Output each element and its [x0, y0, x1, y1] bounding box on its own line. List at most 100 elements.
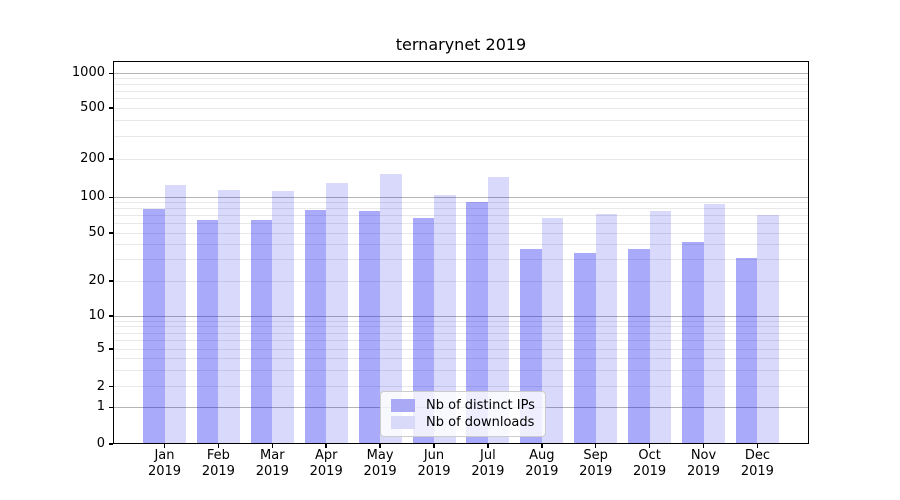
x-tick-year-nov: 2019	[686, 464, 721, 479]
x-tick-month-dec: Dec	[744, 448, 770, 463]
x-tick-label-jun: Jun 2019	[402, 448, 466, 480]
x-tick-month-jul: Jul	[480, 448, 496, 463]
y-tick-mark-1	[108, 406, 113, 409]
gridline-9	[113, 320, 809, 322]
bar-mar-downloads	[272, 191, 294, 444]
x-tick-month-jun: Jun	[423, 448, 445, 463]
y-tick-label-50: 50	[88, 225, 105, 240]
legend-label-downloads: Nb of downloads	[426, 415, 535, 430]
gridline-60	[113, 223, 809, 225]
gridline-7	[113, 332, 809, 334]
x-tick-label-sep: Sep 2019	[564, 448, 628, 480]
gridline-5	[113, 348, 809, 350]
legend-label-distinct-ips: Nb of distinct IPs	[426, 398, 535, 413]
x-tick-year-jan: 2019	[147, 464, 182, 479]
x-tick-mark-oct	[648, 444, 651, 448]
y-tick-mark-100	[108, 196, 113, 199]
gridline-90	[113, 202, 809, 204]
x-tick-mark-nov	[702, 444, 705, 448]
y-tick-label-500: 500	[80, 99, 105, 115]
gridline-800	[113, 83, 809, 85]
gridline-8	[113, 326, 809, 328]
legend: Nb of distinct IPs Nb of downloads	[380, 391, 546, 437]
bar-jan-ips	[143, 208, 165, 444]
x-tick-label-feb: Feb 2019	[186, 448, 250, 480]
x-tick-label-aug: Aug 2019	[510, 448, 574, 480]
x-tick-mark-aug	[541, 444, 543, 448]
x-tick-label-apr: Apr 2019	[294, 448, 358, 480]
y-tick-label-10: 10	[88, 308, 105, 323]
bar-sep-ips	[574, 253, 596, 444]
bar-jul-downloads	[487, 177, 510, 444]
legend-item-distinct-ips: Nb of distinct IPs	[391, 397, 535, 414]
plot-area	[113, 61, 809, 444]
y-tick-label-20: 20	[88, 272, 105, 288]
x-tick-month-apr: Apr	[314, 448, 338, 463]
x-tick-mark-sep	[594, 444, 597, 448]
bar-feb-downloads	[218, 190, 240, 444]
chart-title: ternarynet 2019	[395, 35, 527, 54]
x-tick-label-nov: Nov 2019	[672, 448, 736, 480]
legend-swatch-distinct-ips	[391, 399, 415, 412]
x-tick-month-aug: Aug	[529, 448, 555, 463]
bar-jun-ips	[412, 217, 434, 444]
x-tick-label-jul: Jul 2019	[456, 448, 520, 480]
bar-may-ips	[358, 211, 381, 444]
x-tick-mark-feb	[217, 444, 220, 448]
x-tick-month-nov: Nov	[690, 448, 717, 463]
bar-aug-downloads	[541, 217, 564, 444]
bar-sep-downloads	[595, 214, 618, 444]
gridline-3	[113, 369, 809, 371]
y-tick-label-100: 100	[80, 189, 105, 205]
x-tick-mark-dec	[756, 444, 759, 448]
x-tick-month-oct: Oct	[638, 448, 661, 463]
x-tick-year-apr: 2019	[309, 464, 343, 479]
y-tick-label-1: 1	[96, 399, 105, 415]
bar-feb-ips	[196, 220, 219, 444]
y-tick-mark-50	[108, 232, 113, 234]
y-tick-label-0: 0	[96, 436, 105, 451]
x-tick-mark-mar	[271, 444, 274, 448]
gridline-40	[113, 244, 809, 246]
x-tick-month-feb: Feb	[206, 448, 230, 463]
x-tick-month-mar: Mar	[260, 448, 285, 463]
x-tick-mark-apr	[325, 444, 327, 448]
gridline-900	[113, 78, 809, 80]
y-tick-label-1000: 1000	[71, 65, 105, 81]
x-tick-month-jan: Jan	[154, 448, 175, 463]
y-tick-label-2: 2	[96, 378, 105, 394]
x-tick-mark-jun	[433, 444, 435, 448]
x-tick-label-mar: Mar 2019	[240, 448, 304, 480]
bar-jan-downloads	[164, 184, 186, 444]
gridline-80	[113, 208, 809, 210]
y-tick-mark-10	[108, 315, 113, 317]
gridline-100	[113, 196, 809, 198]
bar-mar-ips	[250, 219, 273, 444]
x-tick-mark-jan	[163, 444, 166, 448]
legend-item-downloads: Nb of downloads	[391, 414, 535, 431]
x-tick-label-may: May 2019	[348, 448, 412, 480]
gridline-4	[113, 357, 809, 359]
x-tick-label-oct: Oct 2019	[618, 448, 682, 480]
x-tick-year-oct: 2019	[633, 464, 667, 479]
gridline-300	[113, 135, 809, 137]
legend-swatch-downloads	[391, 416, 415, 429]
x-tick-month-may: May	[366, 448, 394, 463]
gridline-1000	[113, 72, 809, 74]
gridline-70	[113, 215, 809, 217]
bar-oct-ips	[628, 248, 650, 444]
bar-may-downloads	[380, 174, 402, 444]
gridline-50	[113, 232, 809, 234]
y-tick-label-5: 5	[96, 341, 105, 357]
gridline-30	[113, 259, 809, 261]
gridline-700	[113, 90, 809, 92]
gridline-10	[113, 315, 809, 317]
gridline-600	[113, 98, 809, 100]
bar-nov-ips	[682, 242, 704, 444]
bar-dec-downloads	[757, 214, 779, 444]
gridline-2	[113, 386, 809, 388]
y-tick-mark-2	[108, 385, 113, 388]
bar-jun-downloads	[434, 195, 456, 444]
bar-apr-ips	[304, 210, 327, 444]
x-tick-year-sep: 2019	[579, 464, 613, 479]
